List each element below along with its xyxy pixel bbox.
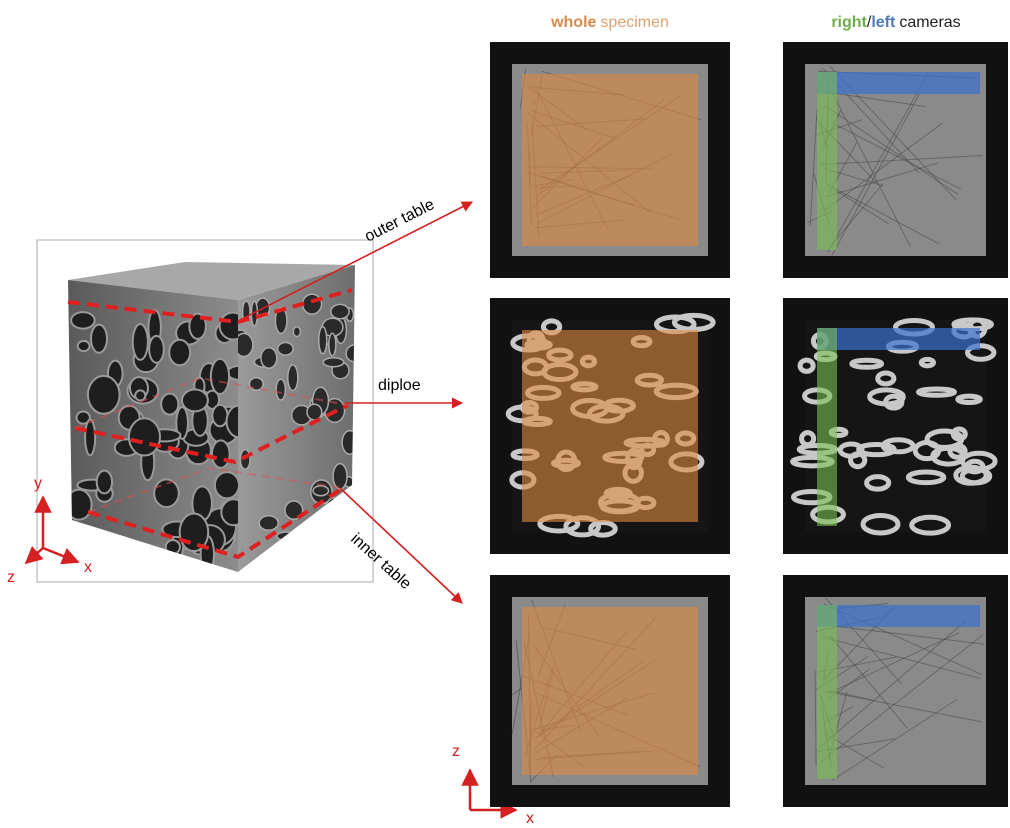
axis-label: x — [526, 810, 534, 823]
pore — [303, 294, 322, 314]
pore — [337, 497, 353, 519]
roi-left — [817, 72, 980, 94]
pore — [338, 519, 359, 533]
pore — [211, 359, 229, 394]
pore — [161, 394, 178, 415]
pore — [129, 418, 160, 455]
header-part: specimen — [600, 14, 668, 31]
pore — [277, 532, 296, 540]
pore — [212, 440, 230, 467]
roi-right — [817, 605, 837, 779]
pore — [313, 486, 329, 496]
pore — [149, 336, 164, 363]
pore — [88, 376, 120, 414]
pore — [182, 389, 208, 411]
pore — [329, 333, 336, 356]
pore — [78, 341, 90, 351]
pore — [169, 340, 190, 366]
pore — [259, 516, 278, 530]
pore — [338, 503, 349, 525]
pore — [307, 404, 322, 420]
pore — [91, 538, 113, 567]
header-part: cameras — [899, 14, 960, 31]
header-part: whole — [550, 14, 596, 31]
pore — [85, 420, 95, 456]
pore — [240, 450, 250, 470]
axis-label: z — [452, 743, 460, 760]
roi-right — [817, 328, 837, 526]
pore — [133, 324, 148, 360]
pore — [315, 527, 324, 539]
pore — [135, 390, 145, 400]
pore — [333, 464, 347, 489]
axis-label: x — [84, 559, 92, 576]
axis-label: z — [7, 569, 15, 586]
header-part: right — [831, 14, 867, 31]
pore — [91, 325, 107, 353]
pore — [293, 327, 300, 337]
roi-whole — [522, 330, 698, 522]
pore — [346, 345, 362, 362]
pore — [319, 327, 327, 354]
pore — [212, 405, 227, 426]
pore — [97, 471, 112, 494]
roi-right — [817, 72, 837, 250]
layer-label: inner table — [347, 530, 414, 593]
pore — [261, 348, 277, 369]
pore — [331, 304, 349, 318]
roi-whole — [522, 74, 698, 246]
roi-whole — [522, 607, 698, 775]
pore — [66, 490, 91, 520]
pore — [314, 530, 334, 542]
pore — [342, 431, 357, 455]
axis-label: y — [34, 475, 42, 492]
pore — [320, 540, 337, 560]
pore — [325, 498, 343, 525]
pore — [323, 358, 343, 367]
roi-left — [817, 605, 980, 627]
arrow — [240, 202, 472, 320]
pore — [154, 479, 179, 507]
pore — [62, 533, 78, 549]
header-part: left — [871, 14, 896, 31]
pore — [71, 312, 95, 328]
roi-left — [817, 328, 980, 350]
pore — [166, 540, 180, 554]
axes-3d — [26, 497, 78, 563]
pore — [278, 342, 293, 355]
pore — [215, 472, 239, 498]
pore — [288, 365, 298, 391]
layer-label: diploe — [378, 377, 421, 394]
panels — [490, 42, 1008, 807]
pore — [276, 379, 285, 400]
